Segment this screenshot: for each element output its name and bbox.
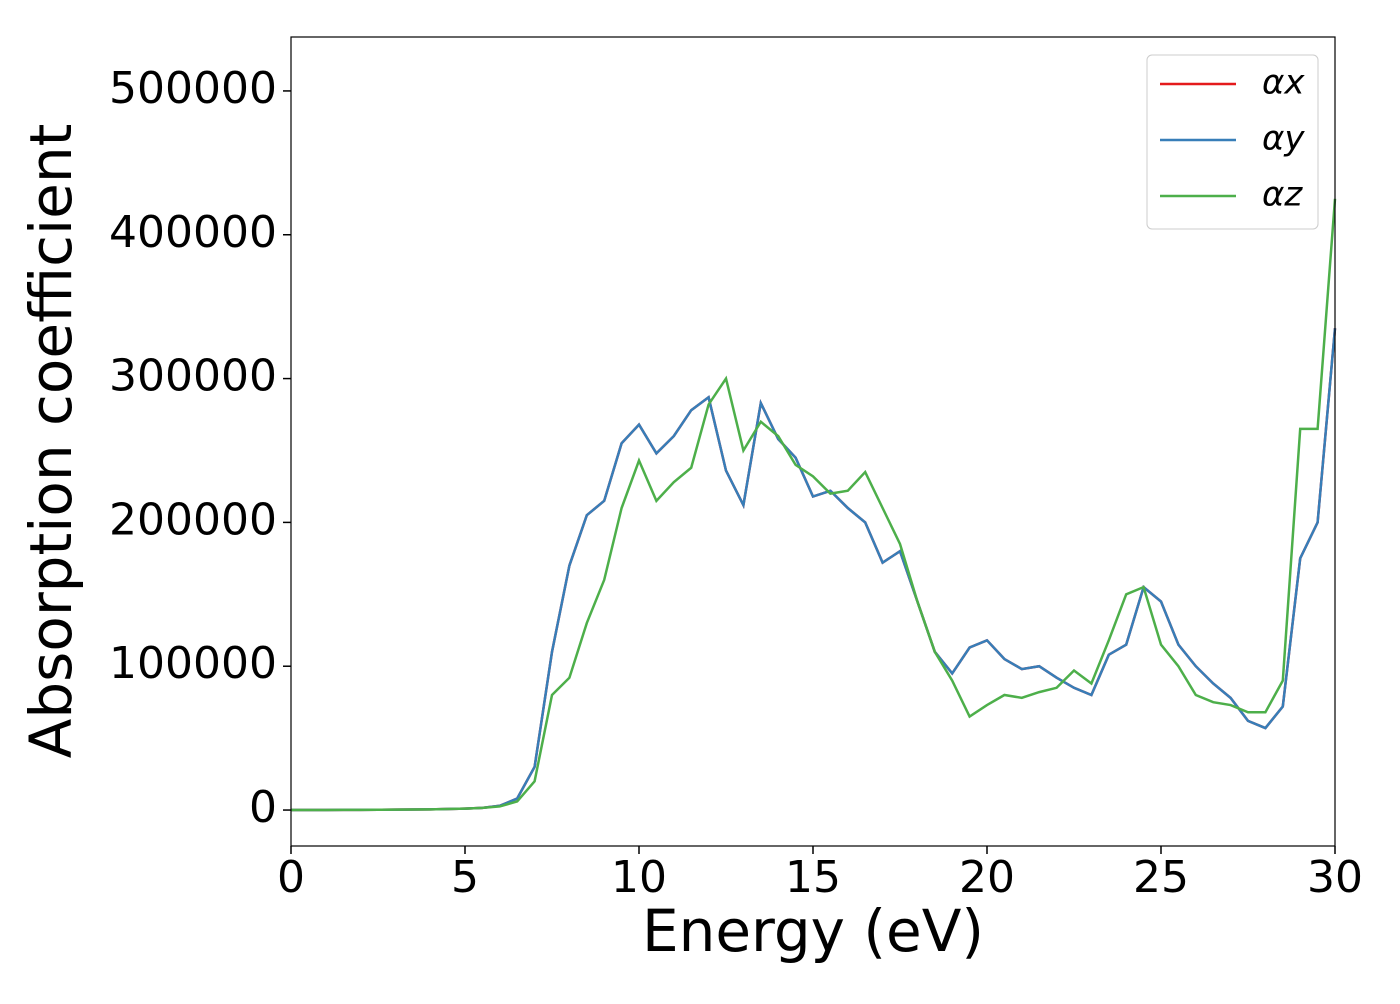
y-axis-label: Absorption coefficient — [17, 124, 85, 759]
y-tick-label: 400000 — [109, 207, 277, 258]
x-tick-label: 10 — [611, 852, 667, 903]
x-tick-label: 5 — [451, 852, 479, 903]
x-tick-label: 25 — [1133, 852, 1189, 903]
y-tick-label: 300000 — [109, 351, 277, 402]
x-tick-label: 0 — [277, 852, 305, 903]
y-tick-label: 500000 — [109, 63, 277, 114]
legend-box — [1146, 54, 1319, 230]
x-axis-label: Energy (eV) — [642, 897, 984, 965]
series-line — [291, 328, 1337, 812]
x-tick-label: 20 — [959, 852, 1015, 903]
legend-label: αz — [1262, 175, 1303, 215]
x-tick-label: 15 — [785, 852, 841, 903]
plot-frame — [290, 36, 1336, 847]
x-tick-label: 30 — [1307, 852, 1363, 903]
y-tick-label: 200000 — [109, 494, 277, 545]
legend-label: αy — [1262, 119, 1305, 159]
y-tick-label: 100000 — [109, 638, 277, 689]
series-line — [291, 198, 1337, 812]
y-tick-label: 0 — [249, 782, 277, 833]
series-line — [291, 328, 1337, 812]
legend-label: αx — [1262, 63, 1305, 103]
